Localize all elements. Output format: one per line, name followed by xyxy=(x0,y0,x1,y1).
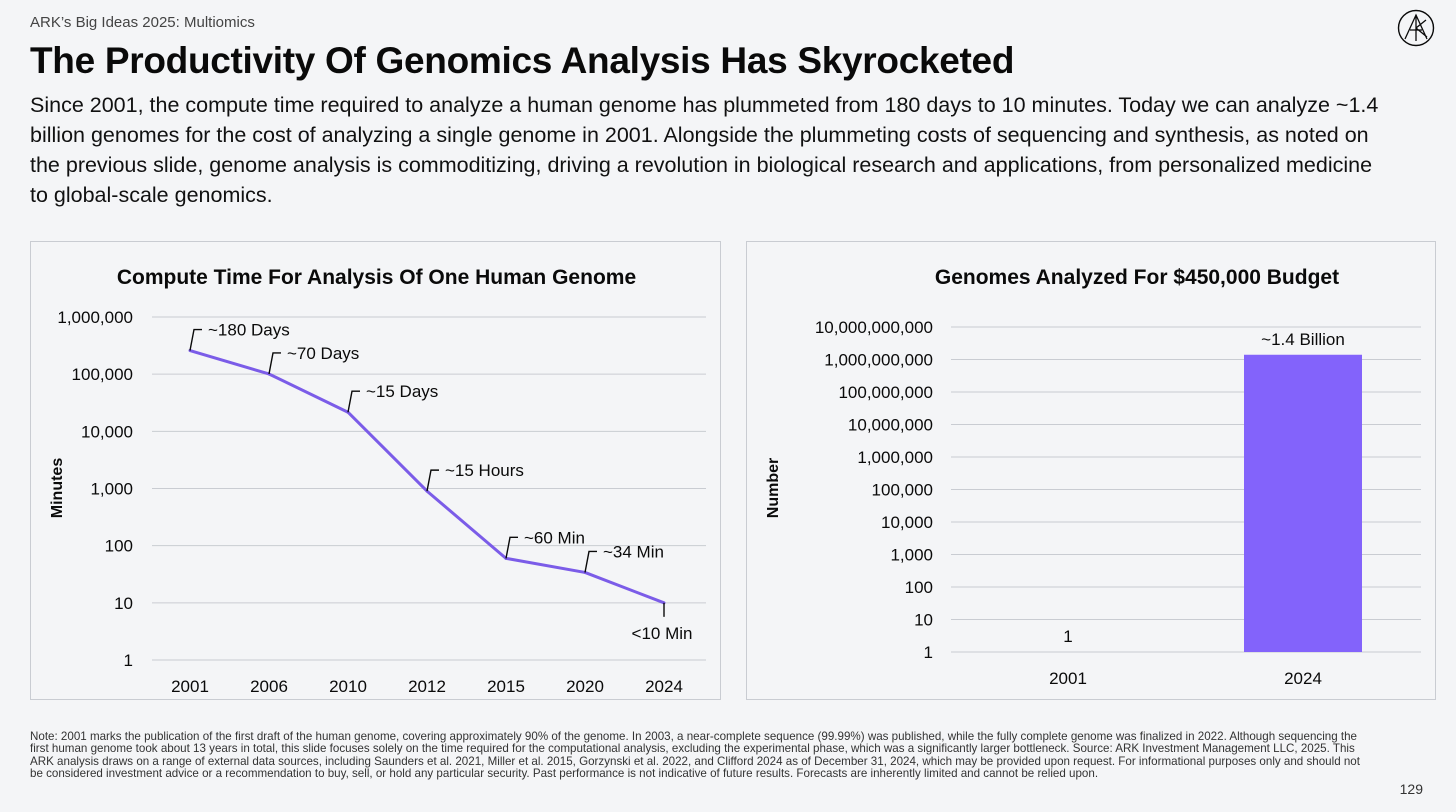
x-tick-label: 2024 xyxy=(1284,669,1322,688)
x-tick-label: 2010 xyxy=(329,677,367,696)
data-annotation: <10 Min xyxy=(632,624,693,643)
x-tick-label: 2015 xyxy=(487,677,525,696)
genomes-analyzed-chart-panel: Genomes Analyzed For $450,000 Budget 10,0… xyxy=(746,241,1436,700)
ark-logo-icon xyxy=(1397,9,1435,47)
annotation-leader xyxy=(584,550,597,573)
y-tick-label: 1,000,000 xyxy=(57,308,133,327)
y-tick-label: 100,000 xyxy=(72,365,133,384)
y-tick-label: 1,000 xyxy=(890,546,933,565)
y-tick-label: 1 xyxy=(124,651,133,670)
data-annotation: ~180 Days xyxy=(208,321,290,340)
data-annotation: ~70 Days xyxy=(287,344,359,363)
y-tick-label: 10,000 xyxy=(881,513,933,532)
x-tick-label: 2001 xyxy=(1049,669,1087,688)
page-number: 129 xyxy=(1399,781,1423,797)
annotation-leader xyxy=(347,390,360,413)
y-tick-label: 1 xyxy=(924,643,933,662)
y-tick-label: 10,000,000 xyxy=(848,416,933,435)
compute-time-chart-panel: Compute Time For Analysis Of One Human G… xyxy=(30,241,721,700)
bar xyxy=(1244,354,1362,652)
annotation-leader xyxy=(189,328,202,351)
annotation-leader xyxy=(268,352,281,375)
y-axis-label: Number xyxy=(765,458,782,518)
x-tick-label: 2020 xyxy=(566,677,604,696)
y-tick-label: 100,000,000 xyxy=(838,383,933,402)
y-tick-label: 1,000,000,000 xyxy=(824,351,933,370)
annotation-leader xyxy=(426,469,439,492)
data-annotation: ~60 Min xyxy=(524,528,585,547)
y-tick-label: 100 xyxy=(105,537,133,556)
y-tick-label: 100,000 xyxy=(872,481,933,500)
x-tick-label: 2024 xyxy=(645,677,683,696)
x-tick-label: 2001 xyxy=(171,677,209,696)
chart-title: Compute Time For Analysis Of One Human G… xyxy=(117,266,636,289)
chart-title: Genomes Analyzed For $450,000 Budget xyxy=(935,266,1339,289)
slide-description: Since 2001, the compute time required to… xyxy=(30,93,1379,207)
y-tick-label: 10,000,000,000 xyxy=(815,318,933,337)
footnote: Note: 2001 marks the publication of the … xyxy=(30,730,1360,780)
page-title: The Productivity Of Genomics Analysis Ha… xyxy=(30,40,1015,81)
bar-data-label: ~1.4 Billion xyxy=(1261,330,1345,349)
y-axis-label: Minutes xyxy=(49,458,66,519)
y-tick-label: 1,000,000 xyxy=(857,448,933,467)
data-annotation: ~15 Hours xyxy=(445,461,524,480)
y-tick-label: 1,000 xyxy=(90,480,133,499)
data-annotation: ~34 Min xyxy=(603,542,664,561)
genomes-analyzed-chart: Genomes Analyzed For $450,000 Budget 10,0… xyxy=(765,266,1421,688)
x-tick-label: 2012 xyxy=(408,677,446,696)
x-tick-label: 2006 xyxy=(250,677,288,696)
y-tick-label: 10 xyxy=(914,611,933,630)
annotation-leader xyxy=(505,536,518,559)
bar-data-label: 1 xyxy=(1063,627,1072,646)
y-tick-label: 10 xyxy=(114,594,133,613)
data-annotation: ~15 Days xyxy=(366,382,438,401)
y-tick-label: 100 xyxy=(905,578,933,597)
compute-time-chart: Compute Time For Analysis Of One Human G… xyxy=(49,266,706,696)
y-tick-label: 10,000 xyxy=(81,422,133,441)
slide-kicker: ARK’s Big Ideas 2025: Multiomics xyxy=(30,14,255,31)
